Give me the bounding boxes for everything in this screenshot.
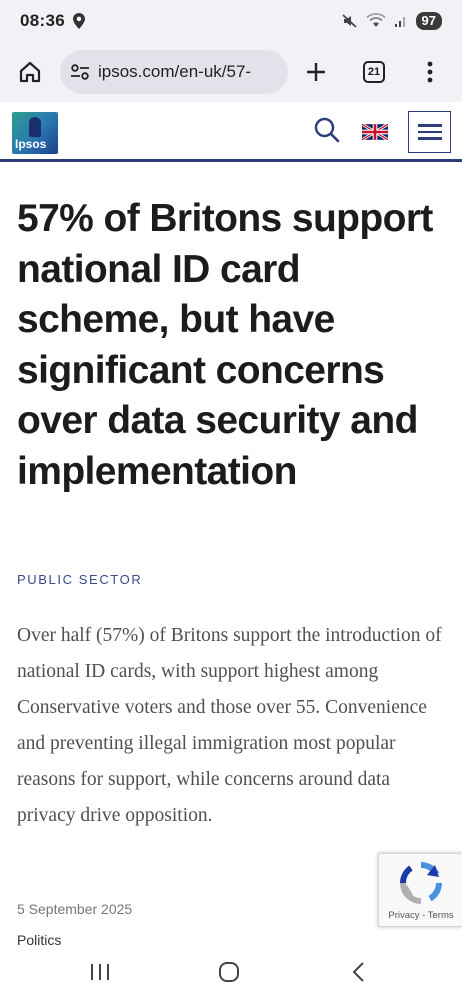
menu-line <box>417 130 442 134</box>
recent-apps-icon[interactable] <box>88 960 112 984</box>
home-nav-icon[interactable] <box>217 960 241 984</box>
uk-flag-icon[interactable] <box>362 124 388 140</box>
article-category-link[interactable]: PUBLIC SECTOR <box>17 572 143 587</box>
more-menu-icon[interactable] <box>412 54 448 90</box>
tabs-icon[interactable]: 21 <box>356 54 392 90</box>
menu-icon[interactable] <box>408 111 451 153</box>
status-time: 08:36 <box>20 11 65 30</box>
recaptcha-links[interactable]: Privacy - Terms <box>388 910 454 921</box>
site-settings-icon[interactable] <box>70 63 90 81</box>
site-header: Ipsos <box>0 102 462 162</box>
menu-line <box>417 137 442 140</box>
new-tab-icon[interactable] <box>298 54 334 90</box>
recaptcha-badge[interactable]: Privacy - Terms <box>378 853 462 927</box>
address-bar[interactable]: ipsos.com/en-uk/57- <box>60 50 288 94</box>
mute-icon <box>341 14 357 28</box>
home-icon[interactable] <box>12 54 48 90</box>
signal-icon <box>394 17 405 27</box>
recaptcha-icon <box>399 861 443 904</box>
logo-text: Ipsos <box>15 137 47 151</box>
status-bar: 08:36 97 <box>0 0 462 42</box>
article-summary: Over half (57%) of Britons support the i… <box>17 625 442 826</box>
location-icon <box>72 13 85 29</box>
logo-mark <box>29 117 41 137</box>
wifi-icon <box>365 13 386 27</box>
search-icon[interactable] <box>313 116 341 144</box>
tab-count: 21 <box>363 61 385 83</box>
back-icon[interactable] <box>347 960 371 984</box>
article-date: 5 September 2025 <box>17 901 133 917</box>
system-nav-bar <box>0 946 462 1000</box>
browser-toolbar: ipsos.com/en-uk/57- 21 <box>0 42 462 102</box>
battery-indicator: 97 <box>415 12 442 30</box>
menu-line <box>417 124 442 127</box>
article-headline: 57% of Britons support national ID card … <box>17 197 433 493</box>
url-text: ipsos.com/en-uk/57- <box>98 62 252 81</box>
article-tag-link[interactable]: Politics <box>17 932 62 946</box>
ipsos-logo[interactable]: Ipsos <box>12 112 58 154</box>
